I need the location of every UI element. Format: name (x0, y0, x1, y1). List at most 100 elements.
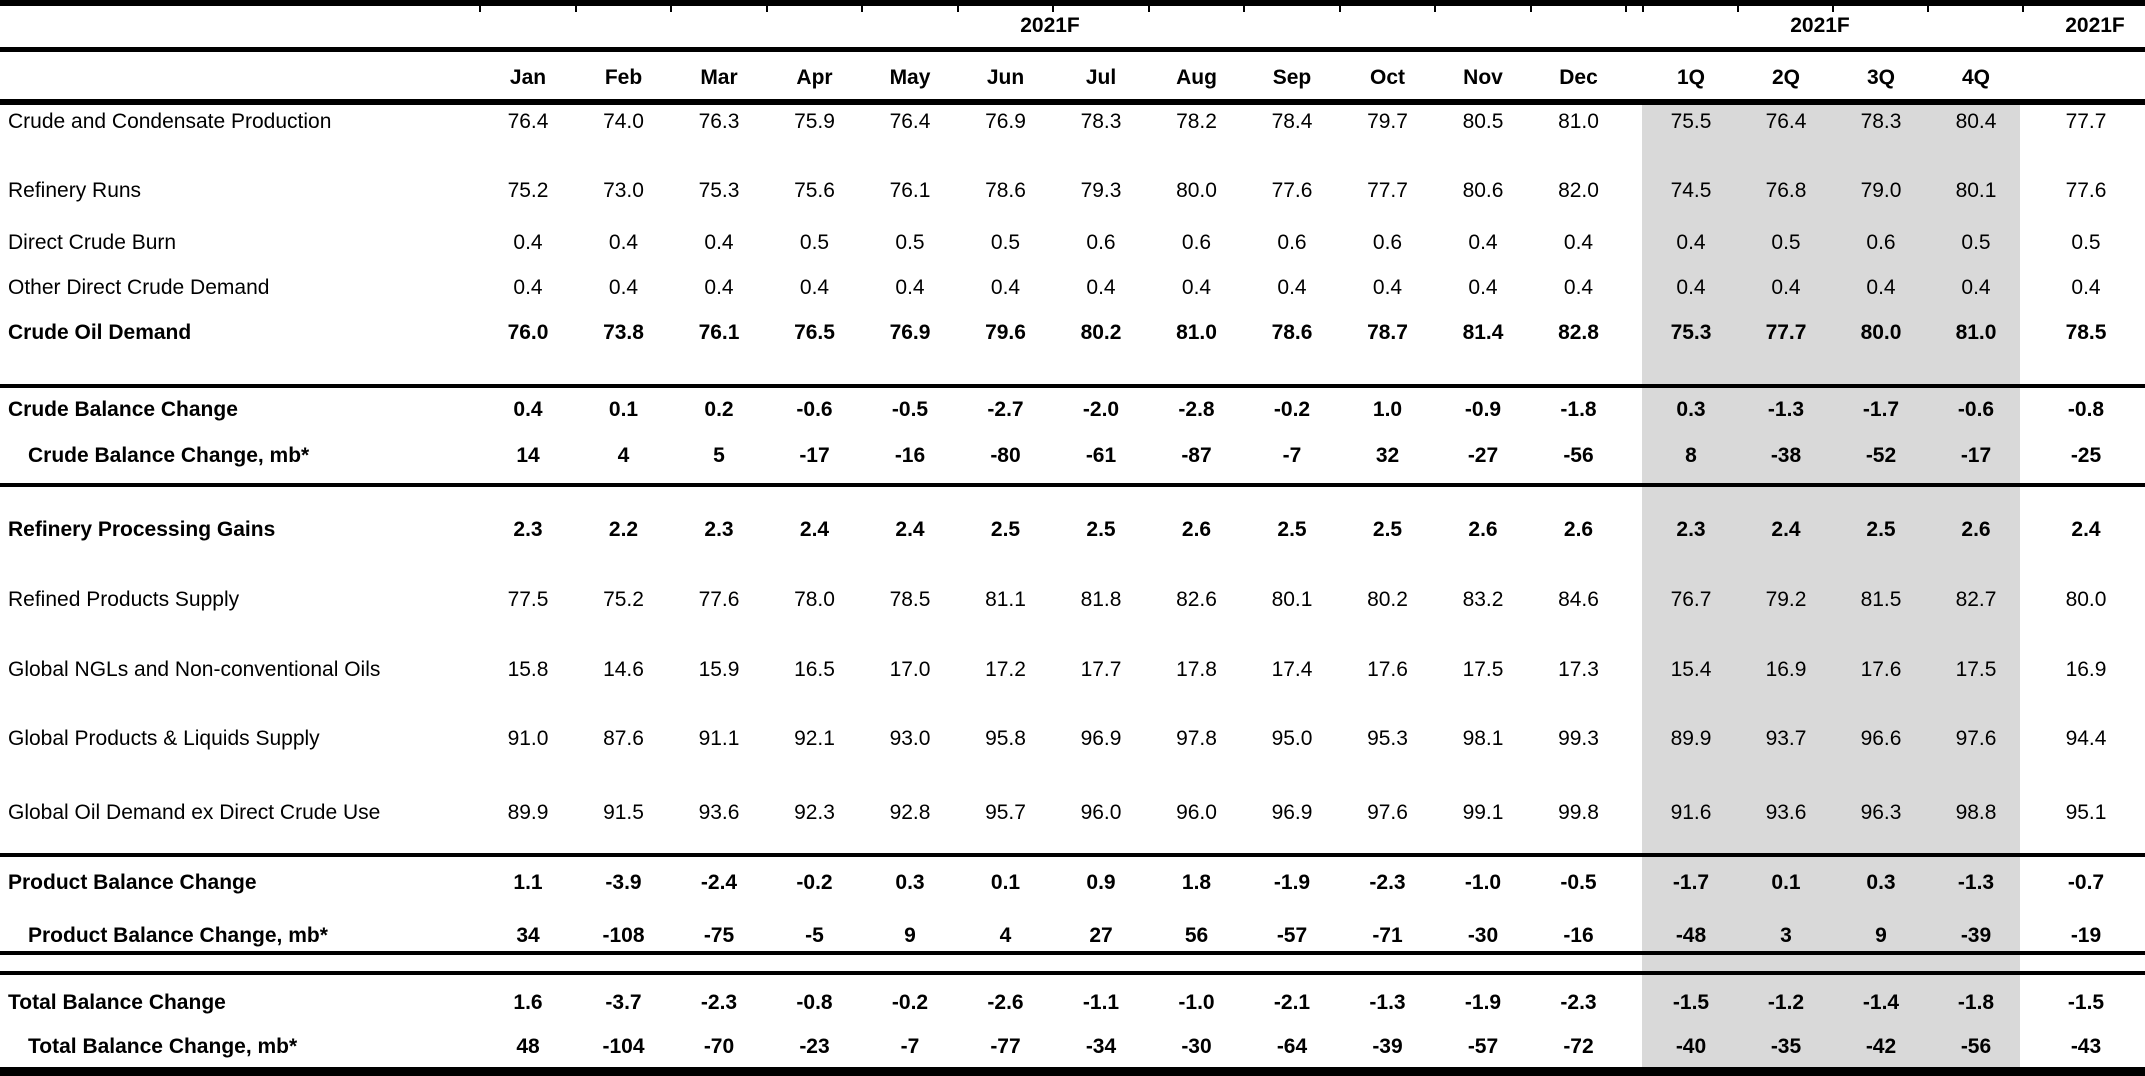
column-boundary-tick (574, 6, 577, 12)
value-month: 80.0 (1176, 179, 1217, 202)
column-boundary-tick (1434, 6, 1436, 12)
value-quarter: 2.5 (1866, 518, 1896, 541)
value-month: 77.5 (507, 588, 549, 611)
column-boundary-tick (1642, 6, 1644, 12)
table-row: Product Balance Change 1.1 -3.9 -2.4 -0.2 0.3… (0, 868, 2145, 898)
value-month: 0.4 (513, 276, 543, 299)
value-quarter: 3 (1780, 924, 1792, 947)
column-boundary-tick (765, 6, 768, 12)
value-month: -71 (1372, 924, 1403, 947)
value-annual: 77.7 (2065, 110, 2107, 133)
value-quarter: 17.5 (1955, 658, 1997, 681)
value-month: 0.4 (1563, 231, 1594, 254)
value-month: -70 (703, 1035, 735, 1058)
row-label: Total Balance Change (8, 991, 226, 1014)
value-month: -2.4 (700, 871, 738, 894)
value-month: 0.6 (1277, 231, 1307, 254)
value-month: 17.7 (1080, 658, 1122, 681)
value-annual: 2.4 (2071, 518, 2101, 541)
value-quarter: 81.5 (1860, 588, 1902, 611)
value-annual: 94.4 (2065, 727, 2107, 750)
value-quarter: 0.5 (1961, 231, 1991, 254)
value-month: -61 (1085, 444, 1117, 467)
column-header-rule (0, 99, 2145, 105)
value-month: 0.4 (513, 231, 543, 254)
value-month: 17.2 (985, 658, 1026, 681)
value-annual: -25 (2070, 444, 2102, 467)
row-label: Global Oil Demand ex Direct Crude Use (8, 801, 381, 824)
value-month: 1.1 (513, 871, 543, 894)
column-boundary-tick (1625, 6, 1627, 12)
month-header-jun: Jun (986, 66, 1025, 89)
value-month: 32 (1375, 444, 1400, 467)
value-month: -57 (1467, 1035, 1499, 1058)
value-month: 81.0 (1558, 110, 1599, 133)
value-month: 78.2 (1176, 110, 1217, 133)
value-month: 81.4 (1462, 321, 1504, 344)
value-month: -64 (1276, 1035, 1308, 1058)
value-quarter: -1.3 (1767, 398, 1805, 421)
value-month: 17.3 (1558, 658, 1599, 681)
value-month: 2.5 (1277, 518, 1307, 541)
value-month: 76.1 (889, 179, 931, 202)
table-row: Refinery Runs 75.2 73.0 75.3 75.6 76.1 78.6 79.… (0, 176, 2145, 206)
value-month: 99.3 (1558, 727, 1599, 750)
value-month: -75 (703, 924, 735, 947)
value-quarter: 80.4 (1955, 110, 1997, 133)
year-header-quarters: 2021F (1790, 14, 1850, 37)
value-quarter: 8 (1685, 444, 1697, 467)
value-quarter: 9 (1875, 924, 1887, 947)
value-month: 0.2 (704, 398, 734, 421)
month-header-apr: Apr (796, 66, 833, 89)
value-month: 81.1 (985, 588, 1026, 611)
value-month: 93.6 (698, 801, 740, 824)
value-month: 96.0 (1176, 801, 1217, 824)
value-month: -0.5 (891, 398, 929, 421)
value-month: 2.6 (1468, 518, 1498, 541)
value-month: 84.6 (1558, 588, 1599, 611)
value-month: 2.3 (704, 518, 734, 541)
value-quarter: -1.4 (1862, 991, 1900, 1014)
row-label: Crude and Condensate Production (8, 110, 332, 133)
value-month: 98.1 (1462, 727, 1504, 750)
value-month: -0.2 (891, 991, 929, 1014)
value-month: 17.0 (889, 658, 931, 681)
value-quarter: 96.6 (1860, 727, 1902, 750)
value-month: 96.9 (1080, 727, 1122, 750)
value-quarter: -35 (1770, 1035, 1802, 1058)
column-boundary-tick (956, 6, 959, 12)
month-header-aug: Aug (1176, 66, 1217, 89)
column-boundary-tick (1832, 6, 1834, 12)
value-month: 17.6 (1367, 658, 1408, 681)
value-month: 1.0 (1372, 398, 1403, 421)
value-annual: -0.7 (2067, 871, 2105, 894)
table-row: Product Balance Change, mb* 34 -108 -75 -5 9 4… (0, 921, 2145, 951)
value-month: -87 (1181, 444, 1212, 467)
value-month: 15.9 (698, 658, 740, 681)
column-boundary-tick (1052, 6, 1054, 12)
value-month: -34 (1085, 1035, 1117, 1058)
row-label: Crude Balance Change (8, 398, 238, 421)
value-month: 92.3 (794, 801, 835, 824)
row-label: Global NGLs and Non-conventional Oils (8, 658, 381, 681)
value-month: 16.5 (794, 658, 835, 681)
value-month: 95.8 (985, 727, 1026, 750)
value-month: 0.4 (704, 276, 734, 299)
value-month: 0.4 (1086, 276, 1116, 299)
row-label: Refinery Runs (8, 179, 142, 202)
value-month: -39 (1372, 1035, 1403, 1058)
value-month: 2.6 (1181, 518, 1212, 541)
value-month: 91.5 (603, 801, 644, 824)
value-quarter: 77.7 (1765, 321, 1807, 344)
value-month: 17.8 (1176, 658, 1217, 681)
month-header-jul: Jul (1085, 66, 1117, 89)
value-month: -30 (1181, 1035, 1212, 1058)
year-header-months: 2021F (1020, 14, 1080, 37)
value-annual: 95.1 (2065, 801, 2107, 824)
value-month: 76.9 (985, 110, 1026, 133)
value-month: 81.8 (1080, 588, 1122, 611)
value-quarter: -56 (1960, 1035, 1992, 1058)
value-month: -3.9 (605, 871, 642, 894)
month-header-may: May (889, 66, 931, 89)
